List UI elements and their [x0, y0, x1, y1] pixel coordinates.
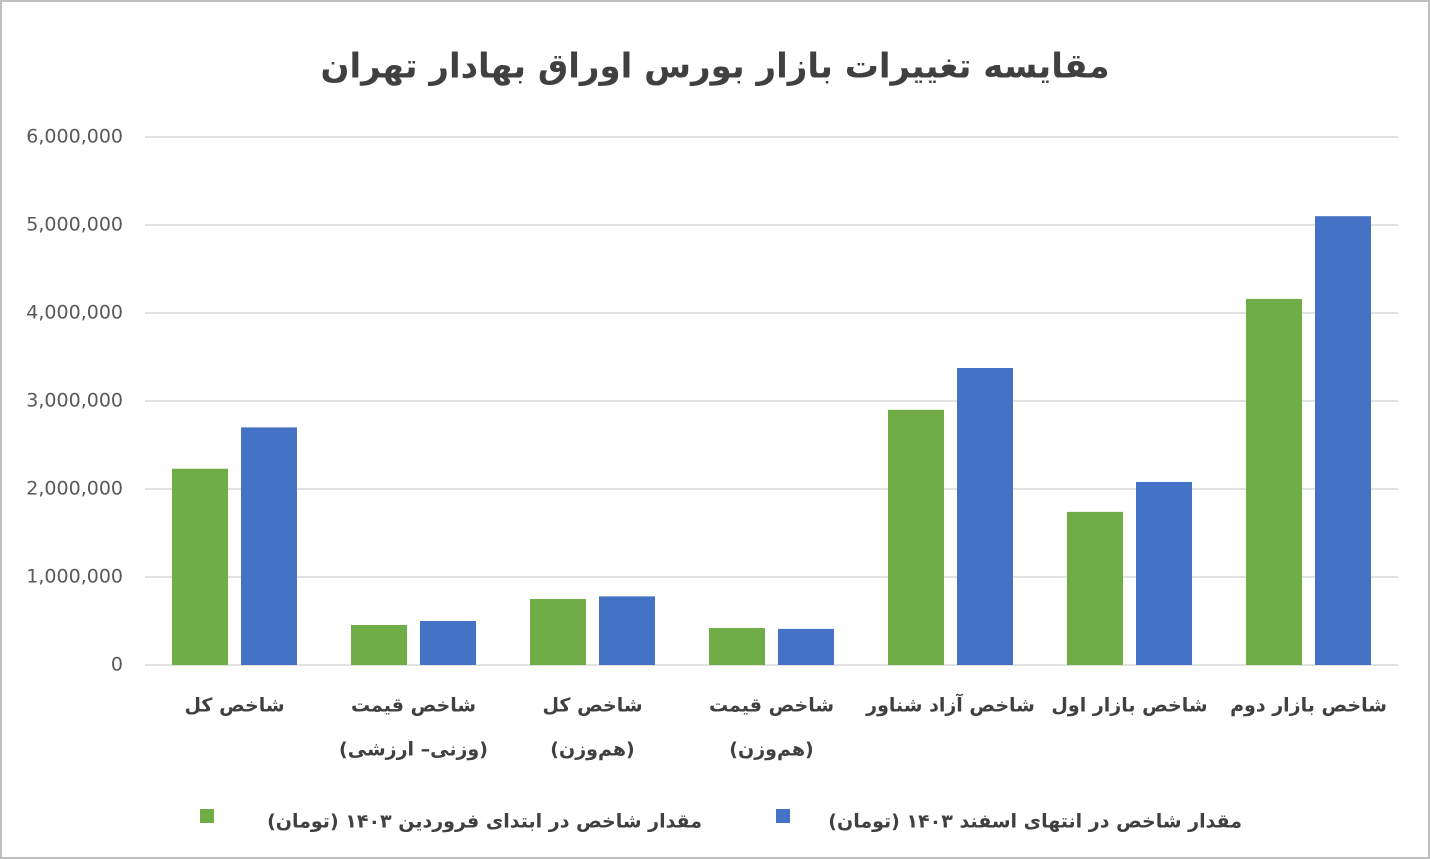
y-tick-label: 2,000,000 [26, 478, 123, 500]
bar [1136, 481, 1192, 665]
y-tick-label: 3,000,000 [26, 390, 123, 412]
legend-marker [200, 809, 214, 823]
legend-marker [776, 809, 790, 823]
y-tick-label: 0 [111, 654, 123, 676]
x-tick-label: (وزنی– ارزشی) [339, 739, 488, 761]
bar [599, 596, 655, 665]
x-tick-label: شاخص قیمت [709, 695, 834, 717]
y-tick-label: 1,000,000 [26, 566, 123, 588]
bar [957, 368, 1013, 665]
x-tick-label: شاخص قیمت [351, 695, 476, 717]
x-tick-label: شاخص بازار اول [1051, 695, 1207, 717]
legend-label: مقدار شاخص در ابتدای فروردین ۱۴۰۳ (تومان… [267, 811, 702, 833]
x-tick-label: شاخص آزاد شناور [865, 693, 1035, 717]
bar [709, 628, 765, 665]
x-tick-label: شاخص کل [542, 695, 642, 717]
bar [530, 599, 586, 665]
bar [888, 409, 944, 665]
legend-label: مقدار شاخص در انتهای اسفند ۱۴۰۳ (تومان) [828, 811, 1242, 833]
bar [241, 427, 297, 665]
y-tick-label: 4,000,000 [26, 302, 123, 324]
bar [172, 468, 228, 665]
x-tick-label: شاخص کل [184, 695, 284, 717]
bar [420, 621, 476, 665]
bar [351, 624, 407, 665]
bar [1315, 216, 1371, 665]
bar [1067, 511, 1123, 665]
chart-title: مقایسه تغییرات بازار بورس اوراق بهادار ت… [321, 47, 1110, 87]
x-tick-label: (هم‌وزن) [550, 739, 634, 761]
x-tick-label: (هم‌وزن) [729, 739, 813, 761]
y-tick-label: 5,000,000 [26, 214, 123, 236]
bar [1246, 298, 1302, 665]
y-tick-label: 6,000,000 [26, 126, 123, 148]
x-tick-label: شاخص بازار دوم [1230, 695, 1387, 717]
bar [778, 628, 834, 665]
